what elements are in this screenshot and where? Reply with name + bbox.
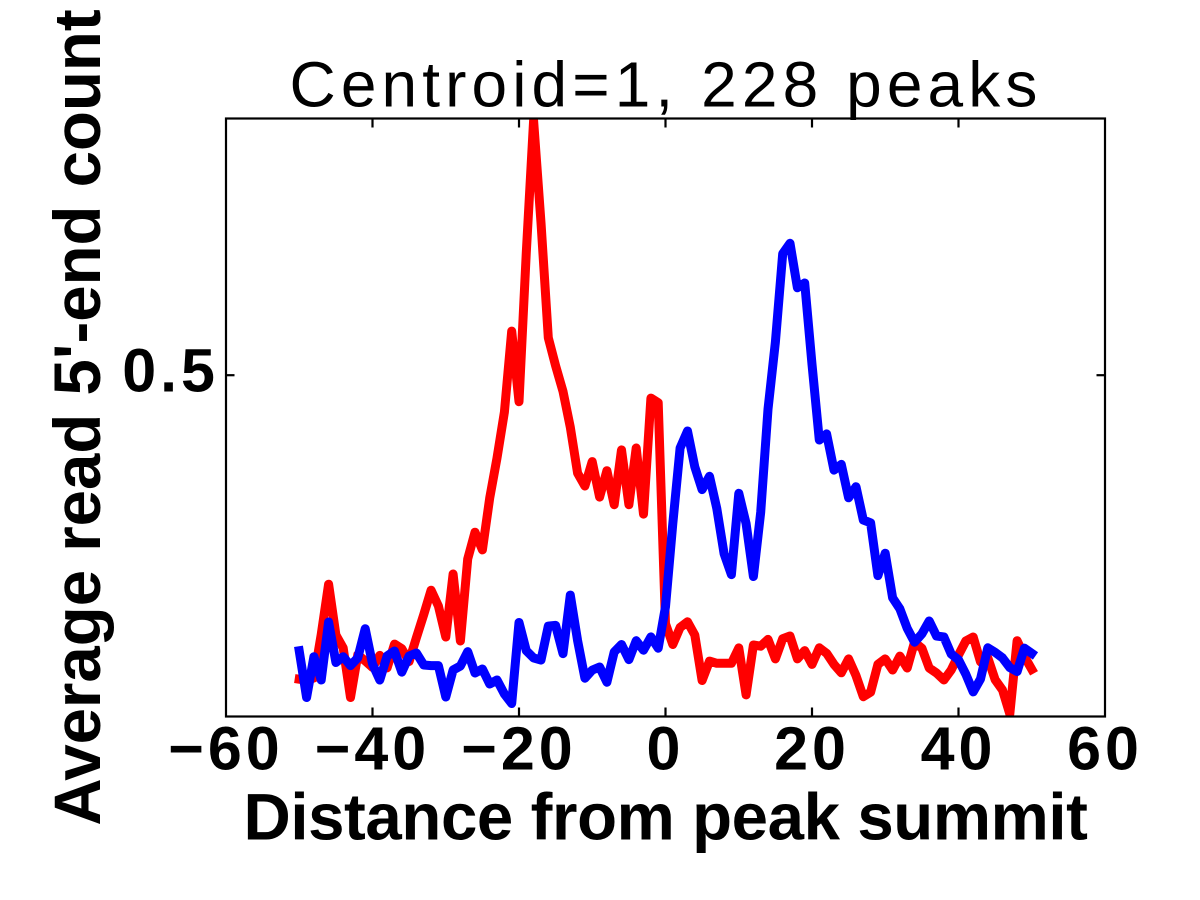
svg-text:60: 60	[1067, 715, 1143, 783]
svg-text:0: 0	[647, 715, 685, 783]
svg-text:−20: −20	[461, 715, 576, 783]
svg-text:0.5: 0.5	[122, 337, 219, 405]
svg-text:Distance from peak summit: Distance from peak summit	[244, 781, 1088, 854]
svg-text:−60: −60	[168, 715, 283, 783]
svg-text:20: 20	[774, 715, 850, 783]
svg-text:Centroid=1, 228 peaks: Centroid=1, 228 peaks	[290, 49, 1043, 121]
svg-text:−40: −40	[315, 715, 430, 783]
svg-text:Average read 5'-end count: Average read 5'-end count	[41, 9, 114, 825]
svg-text:40: 40	[921, 715, 997, 783]
